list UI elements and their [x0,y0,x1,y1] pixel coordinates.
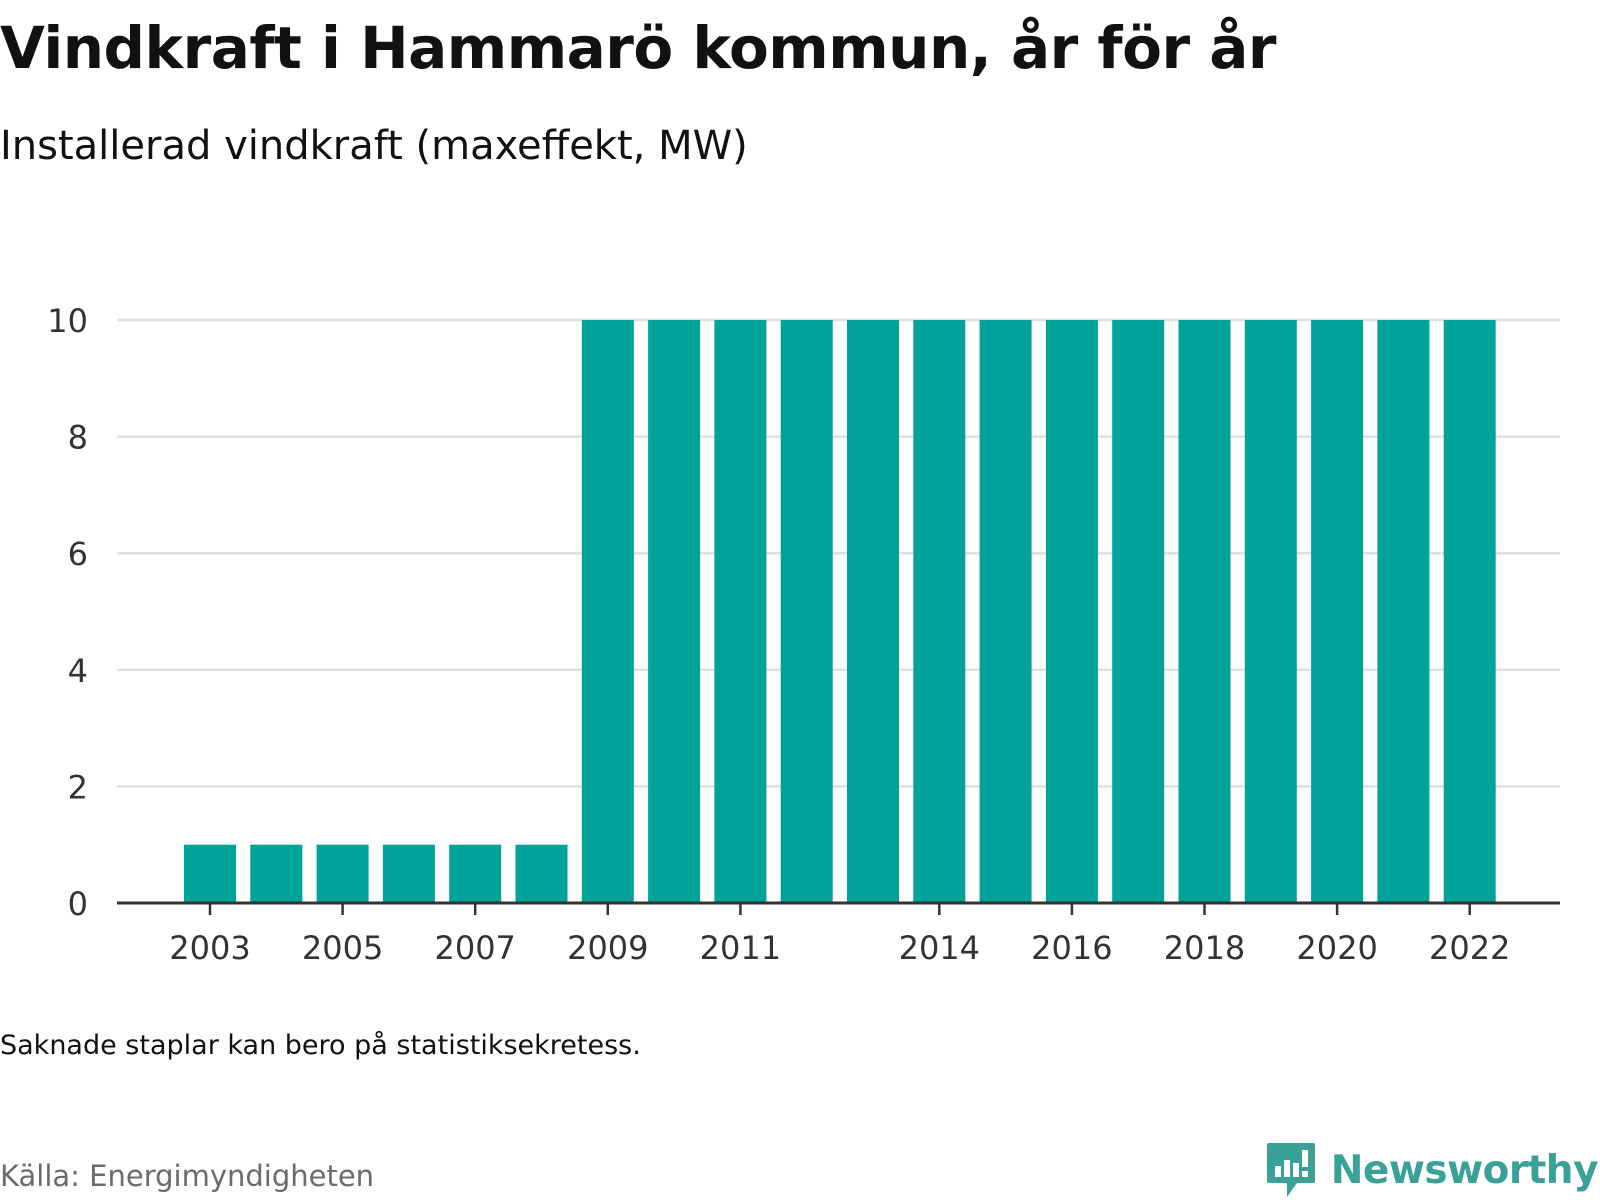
bar [648,320,701,903]
bar [382,844,435,903]
y-tick-label: 2 [68,768,88,806]
chart-title: Vindkraft i Hammarö kommun, år för år [0,14,1277,82]
bar [1443,320,1496,903]
x-axis-tick-labels: 2003 2005 2007 2009 2011 2014 2016 2018 2020 2022 [169,903,1510,967]
y-axis-tick-labels: 0 2 4 6 8 10 [47,302,88,923]
bar [316,844,369,903]
y-tick-label: 4 [68,652,88,690]
bar [184,844,236,903]
bar [780,320,833,903]
bar [449,844,502,903]
bar [1244,320,1297,903]
footnote: Saknade staplar kan bero på statistiksek… [0,1030,641,1061]
newsworthy-logo: Newsworthy [1265,1140,1599,1200]
x-tick-label: 2009 [567,929,648,967]
bar [1045,320,1098,903]
bar [250,844,303,903]
bar [1311,320,1364,903]
x-tick-label: 2018 [1164,929,1245,967]
y-tick-label: 0 [68,885,88,923]
source-credit: Källa: Energimyndigheten [0,1159,375,1193]
x-tick-label: 2020 [1296,929,1377,967]
x-tick-label: 2011 [700,929,781,967]
x-tick-label: 2022 [1429,929,1510,967]
x-tick-label: 2007 [434,929,515,967]
x-tick-label: 2003 [169,929,250,967]
bar [1377,320,1430,903]
chart-subtitle: Installerad vindkraft (maxeffekt, MW) [0,123,748,169]
x-tick-label: 2005 [302,929,383,967]
y-tick-label: 6 [68,535,88,573]
newsworthy-chart-bubble-icon [1266,1143,1315,1197]
bar [847,320,899,903]
bar [1112,320,1165,903]
bar [1178,320,1231,903]
bar [515,844,568,903]
bars [184,320,1496,903]
x-tick-label: 2016 [1031,929,1112,967]
bar [714,320,767,903]
x-tick-label: 2014 [899,929,980,967]
bar [913,320,966,903]
y-tick-label: 10 [47,302,88,340]
bar [979,320,1032,903]
brand-name: Newsworthy [1330,1147,1599,1193]
bar [581,320,634,903]
y-tick-label: 8 [68,419,88,457]
